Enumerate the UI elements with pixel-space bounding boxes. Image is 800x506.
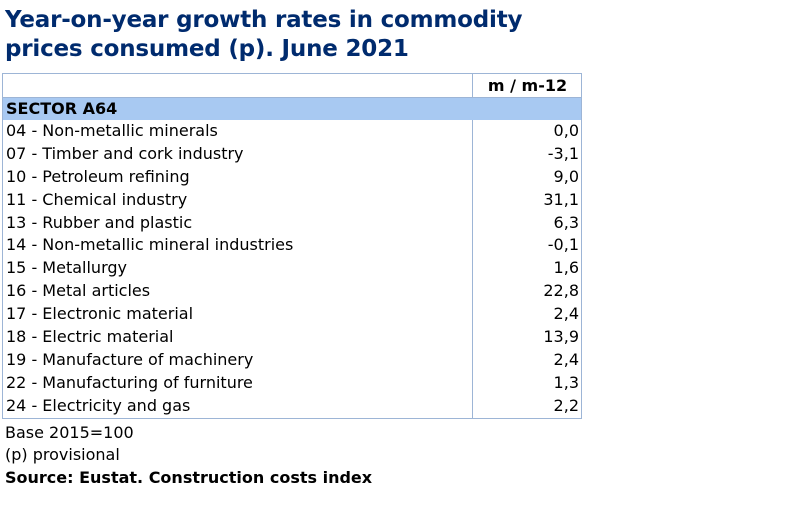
row-value: -0,1 [472, 234, 581, 258]
row-value: 13,9 [472, 326, 581, 349]
row-value: 31,1 [472, 188, 581, 212]
footnote-base: Base 2015=100 [5, 423, 134, 442]
table-row: 07 - Timber and cork industry -3,1 [3, 142, 581, 166]
table-row: 15 - Metallurgy 1,6 [3, 257, 581, 281]
table-row: 11 - Chemical industry 31,1 [3, 188, 581, 212]
row-label: 24 - Electricity and gas [6, 395, 191, 415]
row-label: 19 - Manufacture of machinery [6, 349, 254, 369]
table-row: 19 - Manufacture of machinery 2,4 [3, 348, 581, 372]
row-value: 2,2 [472, 394, 581, 418]
row-value: 22,8 [472, 280, 581, 304]
column-header-m-m12: m / m-12 [472, 74, 582, 97]
row-label: 07 - Timber and cork industry [6, 143, 244, 163]
table-row: 18 - Electric material 13,9 [3, 326, 581, 349]
sector-header: SECTOR A64 [3, 98, 581, 120]
table-row: 04 - Non-metallic minerals 0,0 [3, 120, 581, 143]
footnote-provisional: (p) provisional [5, 445, 120, 464]
row-value: 1,6 [472, 257, 581, 281]
table-header-row: m / m-12 [3, 74, 581, 98]
row-value: 6,3 [472, 211, 581, 235]
table-row: 14 - Non-metallic mineral industries -0,… [3, 234, 581, 258]
row-label: 16 - Metal articles [6, 281, 151, 301]
table-row: 22 - Manufacturing of furniture 1,3 [3, 371, 581, 395]
row-label: 22 - Manufacturing of furniture [6, 372, 253, 392]
row-label: 14 - Non-metallic mineral industries [6, 235, 294, 255]
table-row: 24 - Electricity and gas 2,2 [3, 394, 581, 418]
table-row: 10 - Petroleum refining 9,0 [3, 165, 581, 189]
row-value: 2,4 [472, 303, 581, 327]
row-label: 15 - Metallurgy [6, 258, 127, 278]
row-value: 2,4 [472, 348, 581, 372]
row-label: 11 - Chemical industry [6, 189, 188, 209]
page-title: Year-on-year growth rates in commodity p… [5, 7, 523, 62]
row-label: 13 - Rubber and plastic [6, 212, 193, 232]
row-value: 0,0 [472, 120, 581, 143]
row-label: 17 - Electronic material [6, 304, 194, 324]
row-label: 18 - Electric material [6, 327, 174, 347]
table-row: 17 - Electronic material 2,4 [3, 303, 581, 327]
row-value: 1,3 [472, 371, 581, 395]
table-row: 16 - Metal articles 22,8 [3, 280, 581, 304]
row-value: -3,1 [472, 142, 581, 166]
table-row: 13 - Rubber and plastic 6,3 [3, 211, 581, 235]
source-note: Source: Eustat. Construction costs index [5, 468, 373, 487]
row-value: 9,0 [472, 165, 581, 189]
data-table: m / m-12 SECTOR A64 04 - Non-metallic mi… [2, 73, 582, 419]
row-label: 10 - Petroleum refining [6, 166, 190, 186]
row-label: 04 - Non-metallic minerals [6, 121, 218, 140]
